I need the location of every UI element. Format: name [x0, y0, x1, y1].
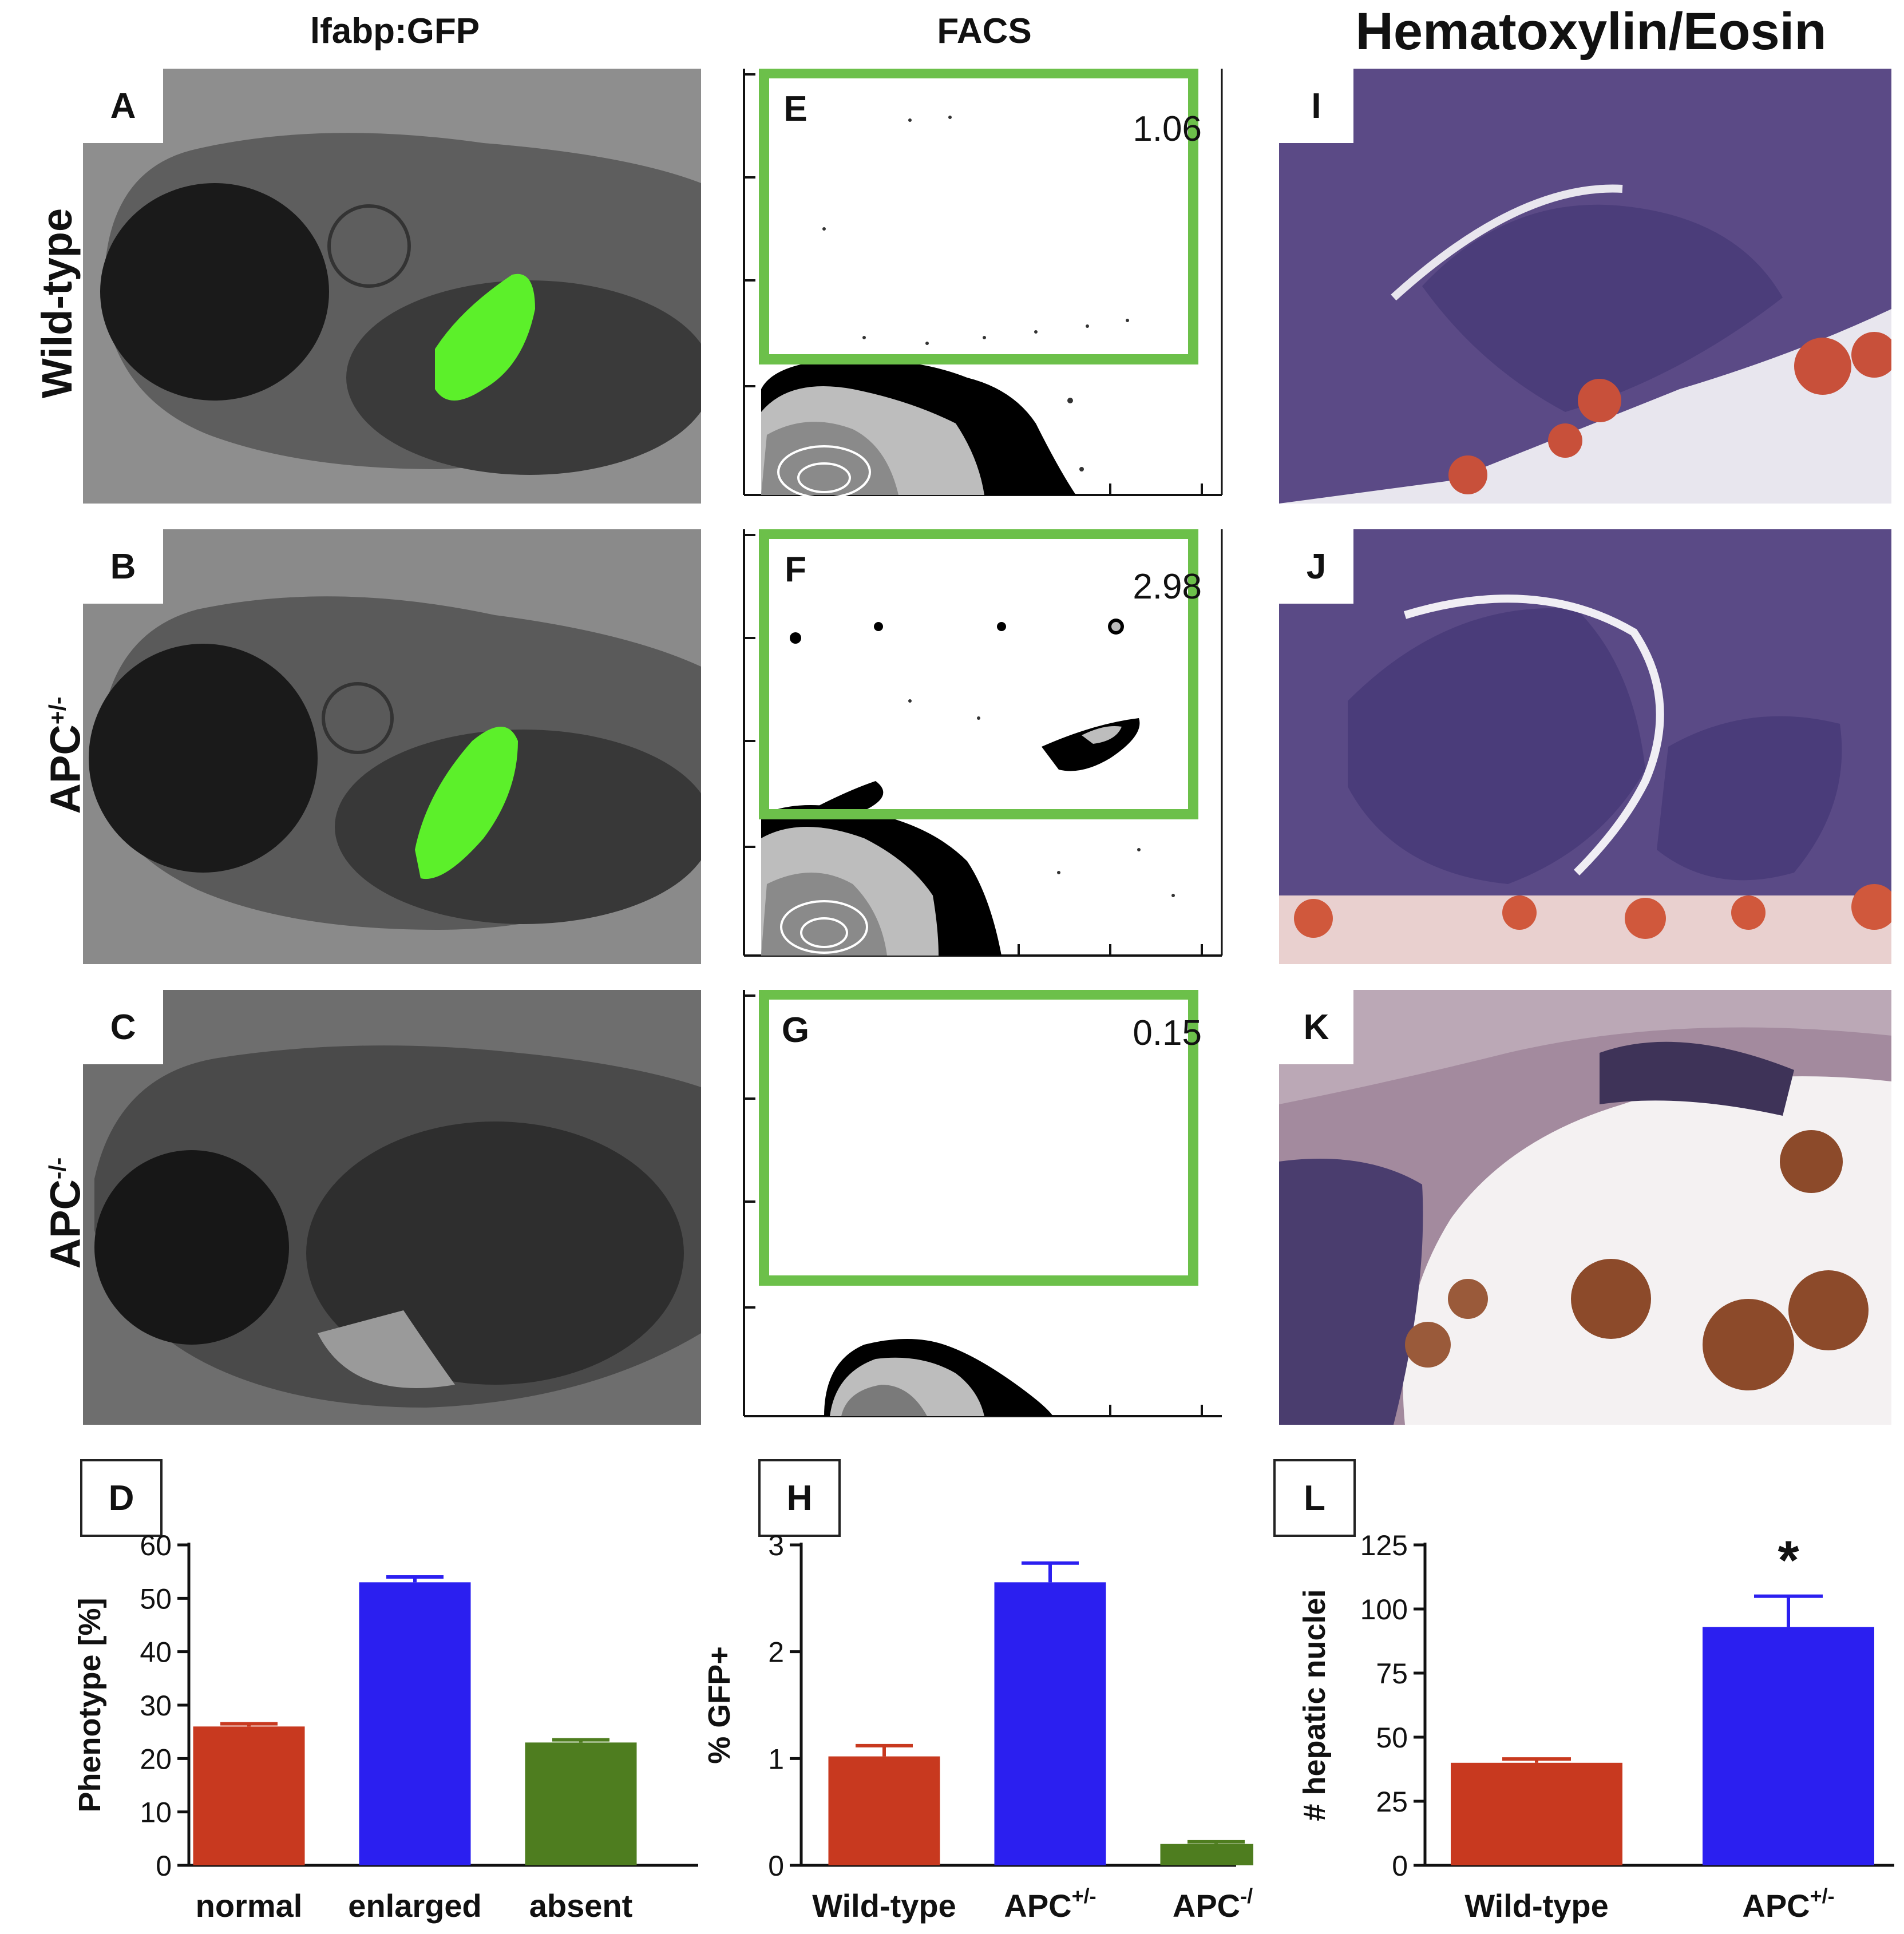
gate-value-g: 0.15 [1133, 1013, 1202, 1053]
he-apc-hom-illustration [1279, 990, 1891, 1425]
bar-1 [1703, 1627, 1874, 1865]
category-label-0: Wild-type [812, 1888, 956, 1924]
chart-phenotype: 0 10 20 30 40 50 60 Phenotype [%] normal enlarged… [73, 1533, 698, 1924]
gate-value-f: 2.98 [1133, 567, 1202, 607]
y-tick-label: 40 [140, 1636, 172, 1669]
panel-letter-f: F [785, 549, 806, 589]
fish-image-apc-hom [83, 990, 701, 1425]
he-wildtype-illustration [1279, 69, 1891, 504]
panel-letter-e: E [783, 89, 807, 129]
panel-letter-l: L [1273, 1459, 1356, 1537]
row-label-apc-hom-base: APC [41, 1179, 89, 1269]
he-image-wildtype [1279, 69, 1891, 504]
y-axis-label: Phenotype [%] [73, 1598, 107, 1812]
y-tick-label: 3 [768, 1533, 784, 1562]
category-label-1: enlarged [348, 1888, 481, 1924]
fish-apc-hom-illustration [83, 990, 701, 1425]
panel-letter-c: C [83, 990, 163, 1064]
bar-1 [994, 1582, 1106, 1865]
y-tick-label: 2 [768, 1636, 784, 1669]
bar-1 [359, 1582, 471, 1865]
bar-2 [1160, 1844, 1253, 1865]
y-axis-label: # hepatic nuclei [1299, 1589, 1332, 1821]
facs-apc-hom-svg [743, 989, 1222, 1417]
fish-apc-het-illustration [83, 529, 701, 964]
facs-plot-wildtype [738, 68, 1225, 499]
y-tick-label: 30 [140, 1690, 172, 1722]
row-label-apc-hom-sup: -/- [44, 1157, 70, 1180]
panel-letter-b: B [83, 529, 163, 604]
he-image-apc-het [1279, 529, 1891, 964]
panel-letter-i: I [1279, 69, 1353, 143]
y-tick-label: 25 [1376, 1786, 1408, 1818]
y-tick-label: 100 [1360, 1594, 1408, 1626]
he-image-apc-hom [1279, 990, 1891, 1425]
category-label-2: absent [529, 1888, 633, 1924]
significance-star: * [1039, 1533, 1061, 1558]
category-label-1: APC+/- [1742, 1884, 1834, 1924]
column-title-gfp: lfabp:GFP [310, 11, 480, 51]
y-tick-label: 1 [768, 1743, 784, 1775]
y-tick-label: 50 [1376, 1722, 1408, 1754]
y-tick-label: 0 [768, 1850, 784, 1882]
row-label-apc-het-base: APC [41, 724, 89, 814]
fish-wildtype-illustration [83, 69, 701, 504]
gate-value-e: 1.06 [1133, 109, 1202, 149]
facs-plot-apc-hom [738, 989, 1225, 1419]
row-label-apc-het-sup: +/- [44, 696, 70, 725]
y-tick-label: 20 [140, 1743, 172, 1775]
category-label-1: APC+/- [1004, 1884, 1096, 1924]
y-tick-label: 0 [1392, 1850, 1408, 1882]
row-label-apc-het: APC+/- [31, 652, 89, 858]
bar-2 [525, 1742, 637, 1865]
panel-letter-d: D [80, 1459, 163, 1537]
facs-wildtype-svg [743, 68, 1223, 499]
bar-0 [828, 1756, 940, 1865]
y-tick-label: 125 [1360, 1533, 1408, 1562]
bar-0 [1451, 1762, 1622, 1865]
he-apc-het-illustration [1279, 529, 1891, 964]
category-label-2: APC-/- [1173, 1884, 1253, 1924]
panel-letter-j: J [1279, 529, 1353, 604]
facs-plot-apc-het [738, 529, 1225, 958]
y-tick-label: 10 [140, 1797, 172, 1829]
row-label-apc-hom: APC-/- [31, 1110, 89, 1316]
fish-image-wildtype [83, 69, 701, 504]
chart-gfp-percent: 0 1 2 3 % GFP+ Wild-type APC+/- * APC-/- [704, 1533, 1253, 1924]
chart-hepatic-nuclei: 0 25 50 75 100 125 # hepatic nuclei Wild-type AP… [1299, 1533, 1894, 1924]
column-title-facs: FACS [937, 11, 1032, 51]
row-label-wildtype-text: Wild-type [33, 208, 81, 399]
y-tick-label: 50 [140, 1583, 172, 1615]
y-axis-label: % GFP+ [704, 1646, 737, 1764]
row-label-wildtype: Wild-type [31, 183, 83, 423]
fish-image-apc-het [83, 529, 701, 964]
panel-letter-a: A [83, 69, 163, 143]
y-tick-label: 75 [1376, 1658, 1408, 1690]
panel-letter-g: G [781, 1010, 810, 1050]
facs-apc-het-svg [743, 529, 1223, 957]
bar-0 [193, 1726, 305, 1865]
y-tick-label: 60 [140, 1533, 172, 1562]
panel-letter-k: K [1279, 990, 1353, 1064]
column-title-he: Hematoxylin/Eosin [1355, 2, 1827, 61]
category-label-0: normal [196, 1888, 303, 1924]
panel-letter-h: H [758, 1459, 841, 1537]
significance-star: * [1778, 1533, 1799, 1591]
y-tick-label: 0 [156, 1850, 172, 1882]
category-label-0: Wild-type [1464, 1888, 1608, 1924]
